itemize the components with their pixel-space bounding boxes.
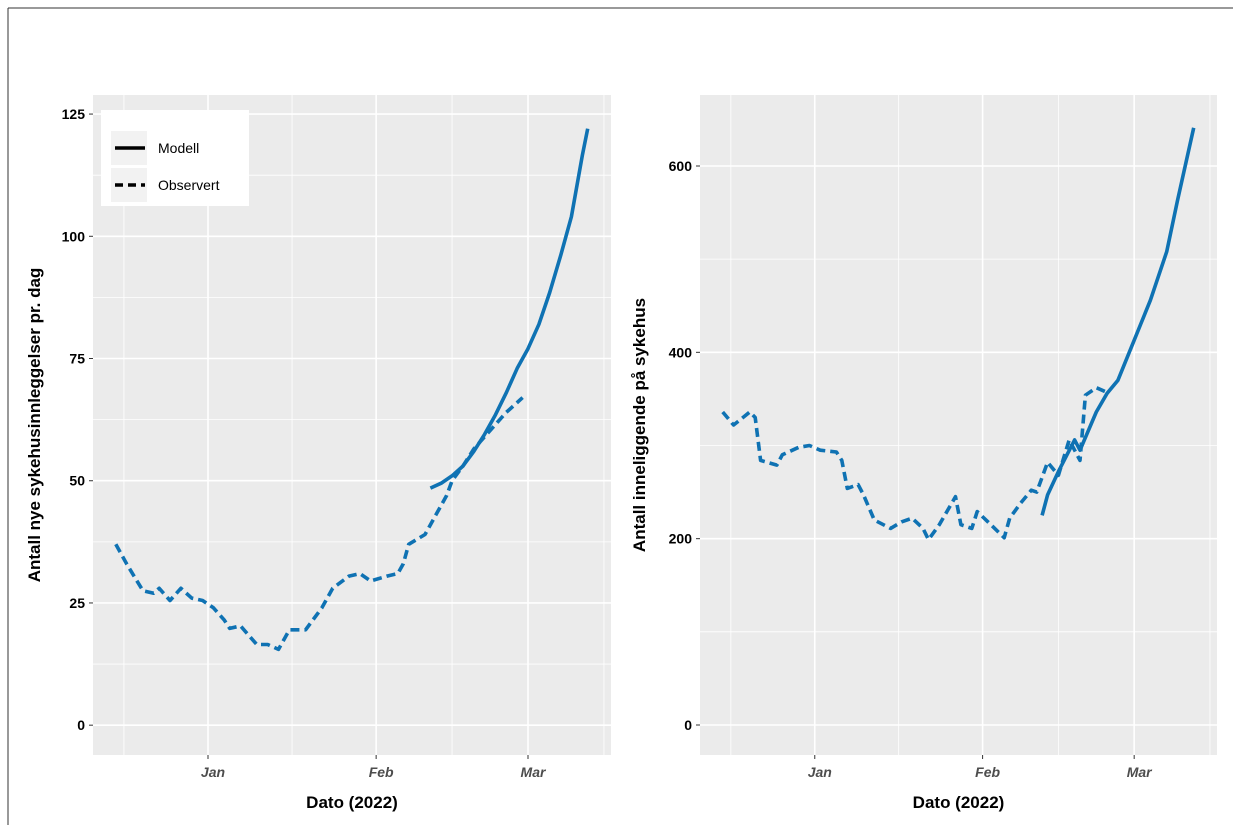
x-tick-label: Mar [521, 764, 547, 780]
y-tick-label: 125 [62, 106, 86, 122]
y-tick-label: 200 [669, 531, 693, 547]
x-tick-label: Jan [808, 764, 832, 780]
legend-label: Modell [158, 140, 199, 156]
plot-background [700, 95, 1217, 755]
y-tick-label: 0 [77, 717, 85, 733]
x-tick-label: Jan [201, 764, 225, 780]
y-tick-label: 400 [669, 344, 693, 360]
y-tick-label: 25 [69, 595, 85, 611]
y-tick-label: 50 [69, 473, 85, 489]
y-axis-title: Antall nye sykehusinnleggelser pr. dag [25, 268, 44, 583]
y-tick-label: 0 [684, 717, 692, 733]
y-tick-label: 600 [669, 158, 693, 174]
y-tick-label: 100 [62, 228, 86, 244]
x-axis-title: Dato (2022) [306, 793, 398, 812]
x-tick-label: Mar [1127, 764, 1153, 780]
y-tick-label: 75 [69, 351, 85, 367]
x-tick-label: Feb [369, 764, 394, 780]
legend-label: Observert [158, 177, 220, 193]
y-axis-title: Antall inneliggende på sykehus [630, 298, 649, 552]
data-line [721, 385, 1108, 542]
x-tick-label: Feb [975, 764, 1000, 780]
x-axis-title: Dato (2022) [913, 793, 1005, 812]
